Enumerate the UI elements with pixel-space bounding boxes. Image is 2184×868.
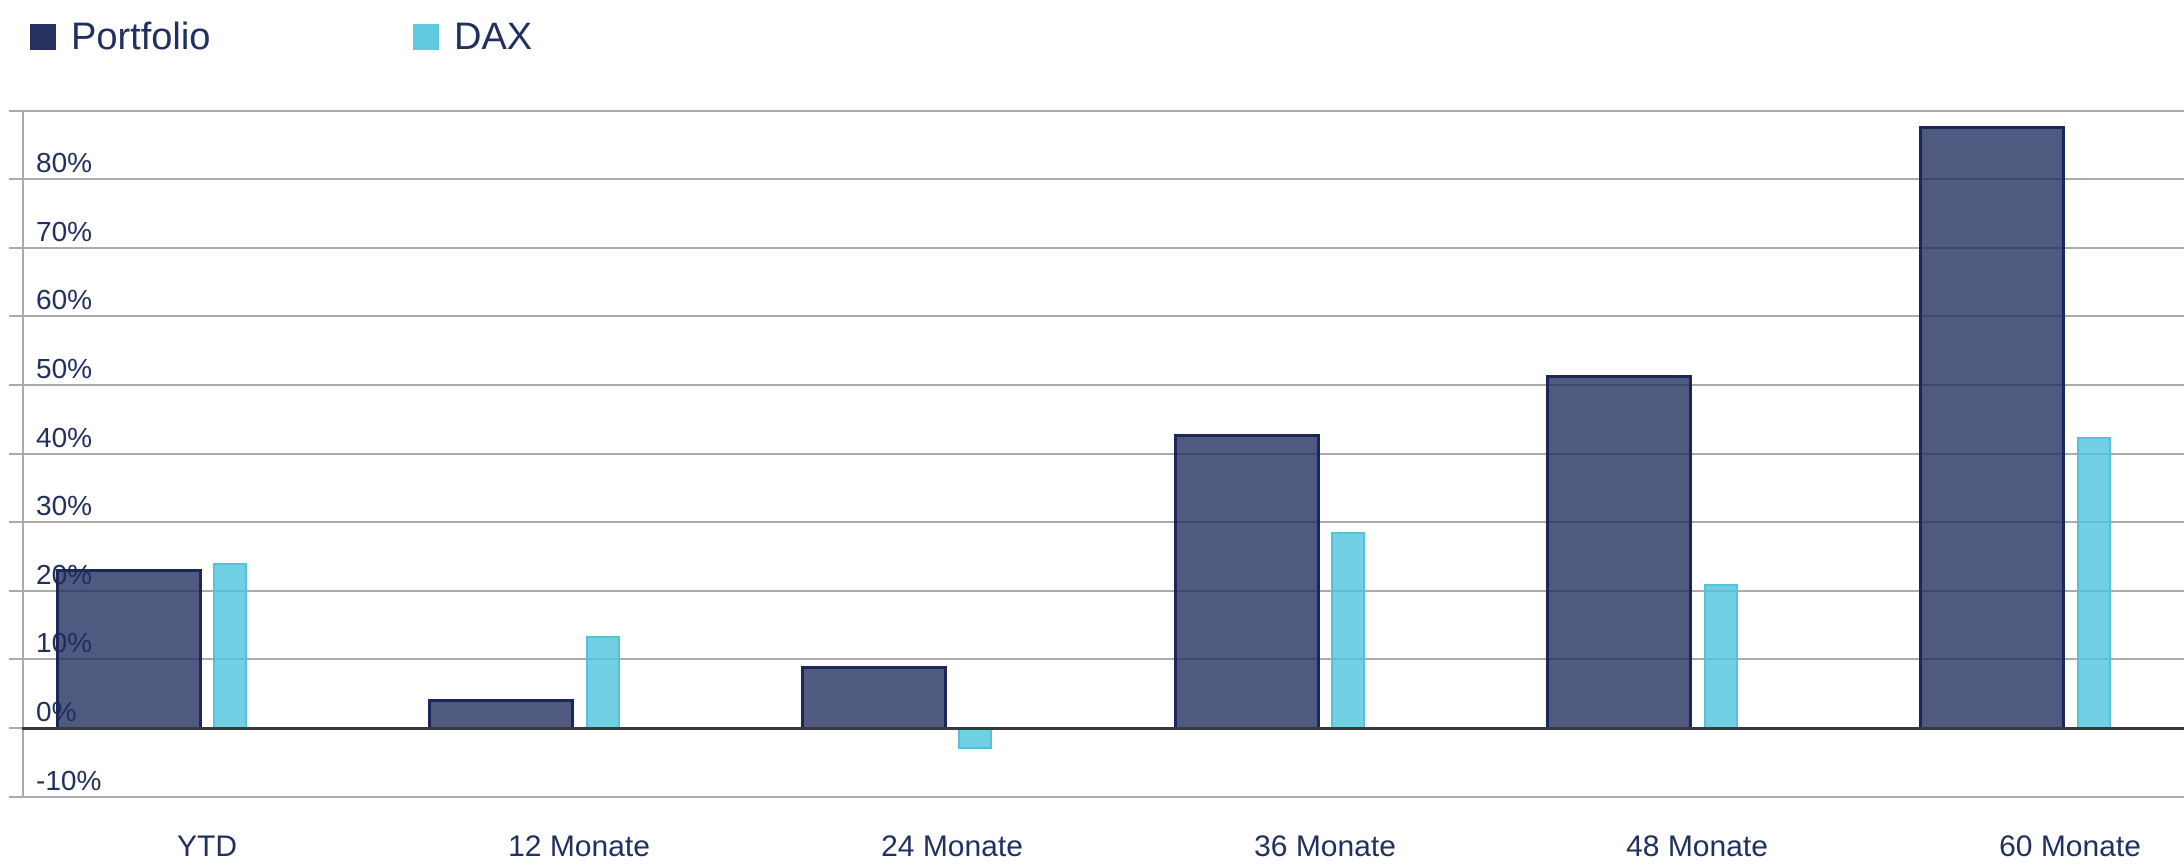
gridline-20pct	[22, 590, 2184, 592]
y-axis-tick-0pct	[9, 727, 30, 729]
bar-dax-1	[213, 563, 247, 730]
y-axis-tick-70pct	[9, 247, 30, 249]
y-axis-tick-90pct	[9, 110, 30, 112]
gridline-10pct	[22, 658, 2184, 660]
bar-portfolio-3	[801, 666, 947, 730]
bar-portfolio-4	[1174, 434, 1320, 730]
y-axis-tick-50pct	[9, 384, 30, 386]
y-axis-label-30pct: 30%	[36, 490, 93, 521]
gridline-60pct	[22, 315, 2184, 317]
x-axis-label-4: 36 Monate	[1254, 830, 1396, 863]
legend-label: DAX	[454, 16, 533, 58]
gridline--10pct	[22, 796, 2184, 798]
bar-dax-5	[1704, 584, 1738, 730]
x-axis-label-3: 24 Monate	[881, 830, 1023, 863]
bar-dax-3	[958, 727, 992, 749]
y-axis-tick-30pct	[9, 521, 30, 523]
y-axis-tick-80pct	[9, 178, 30, 180]
y-axis-label-70pct: 70%	[36, 216, 93, 247]
x-axis-label-1: YTD	[177, 830, 237, 863]
bar-portfolio-2	[428, 699, 574, 730]
gridline-80pct	[22, 178, 2184, 180]
y-axis-line	[22, 111, 24, 797]
gridline-50pct	[22, 384, 2184, 386]
y-axis-tick--10pct	[9, 796, 30, 798]
bar-dax-6	[2077, 437, 2111, 730]
y-axis-label-80pct: 80%	[36, 147, 93, 178]
bar-portfolio-5	[1546, 375, 1692, 730]
gridline-70pct	[22, 247, 2184, 249]
x-axis-label-6: 60 Monate	[1999, 830, 2141, 863]
legend-label: Portfolio	[71, 16, 211, 58]
legend-item-portfolio[interactable]: Portfolio	[30, 14, 210, 60]
y-axis-tick-60pct	[9, 315, 30, 317]
gridline-90pct	[22, 110, 2184, 112]
y-axis-tick-40pct	[9, 453, 30, 455]
y-axis-label-60pct: 60%	[36, 284, 93, 315]
bar-dax-2	[586, 636, 620, 730]
y-axis-label-50pct: 50%	[36, 353, 93, 384]
bar-dax-4	[1331, 532, 1365, 730]
gridline-40pct	[22, 453, 2184, 455]
gridline-30pct	[22, 521, 2184, 523]
bar-portfolio-6	[1919, 126, 2065, 730]
legend-swatch-dax	[413, 24, 439, 50]
legend-swatch-portfolio	[30, 24, 56, 50]
y-axis-tick-10pct	[9, 658, 30, 660]
legend-item-dax[interactable]: DAX	[413, 14, 532, 60]
y-axis-label-40pct: 40%	[36, 422, 93, 453]
y-axis-tick-20pct	[9, 590, 30, 592]
bar-portfolio-1	[56, 569, 202, 730]
x-axis-label-2: 12 Monate	[508, 830, 650, 863]
zero-axis-line	[22, 727, 2184, 730]
x-axis-label-5: 48 Monate	[1626, 830, 1768, 863]
y-axis-label--10pct: -10%	[36, 765, 102, 796]
